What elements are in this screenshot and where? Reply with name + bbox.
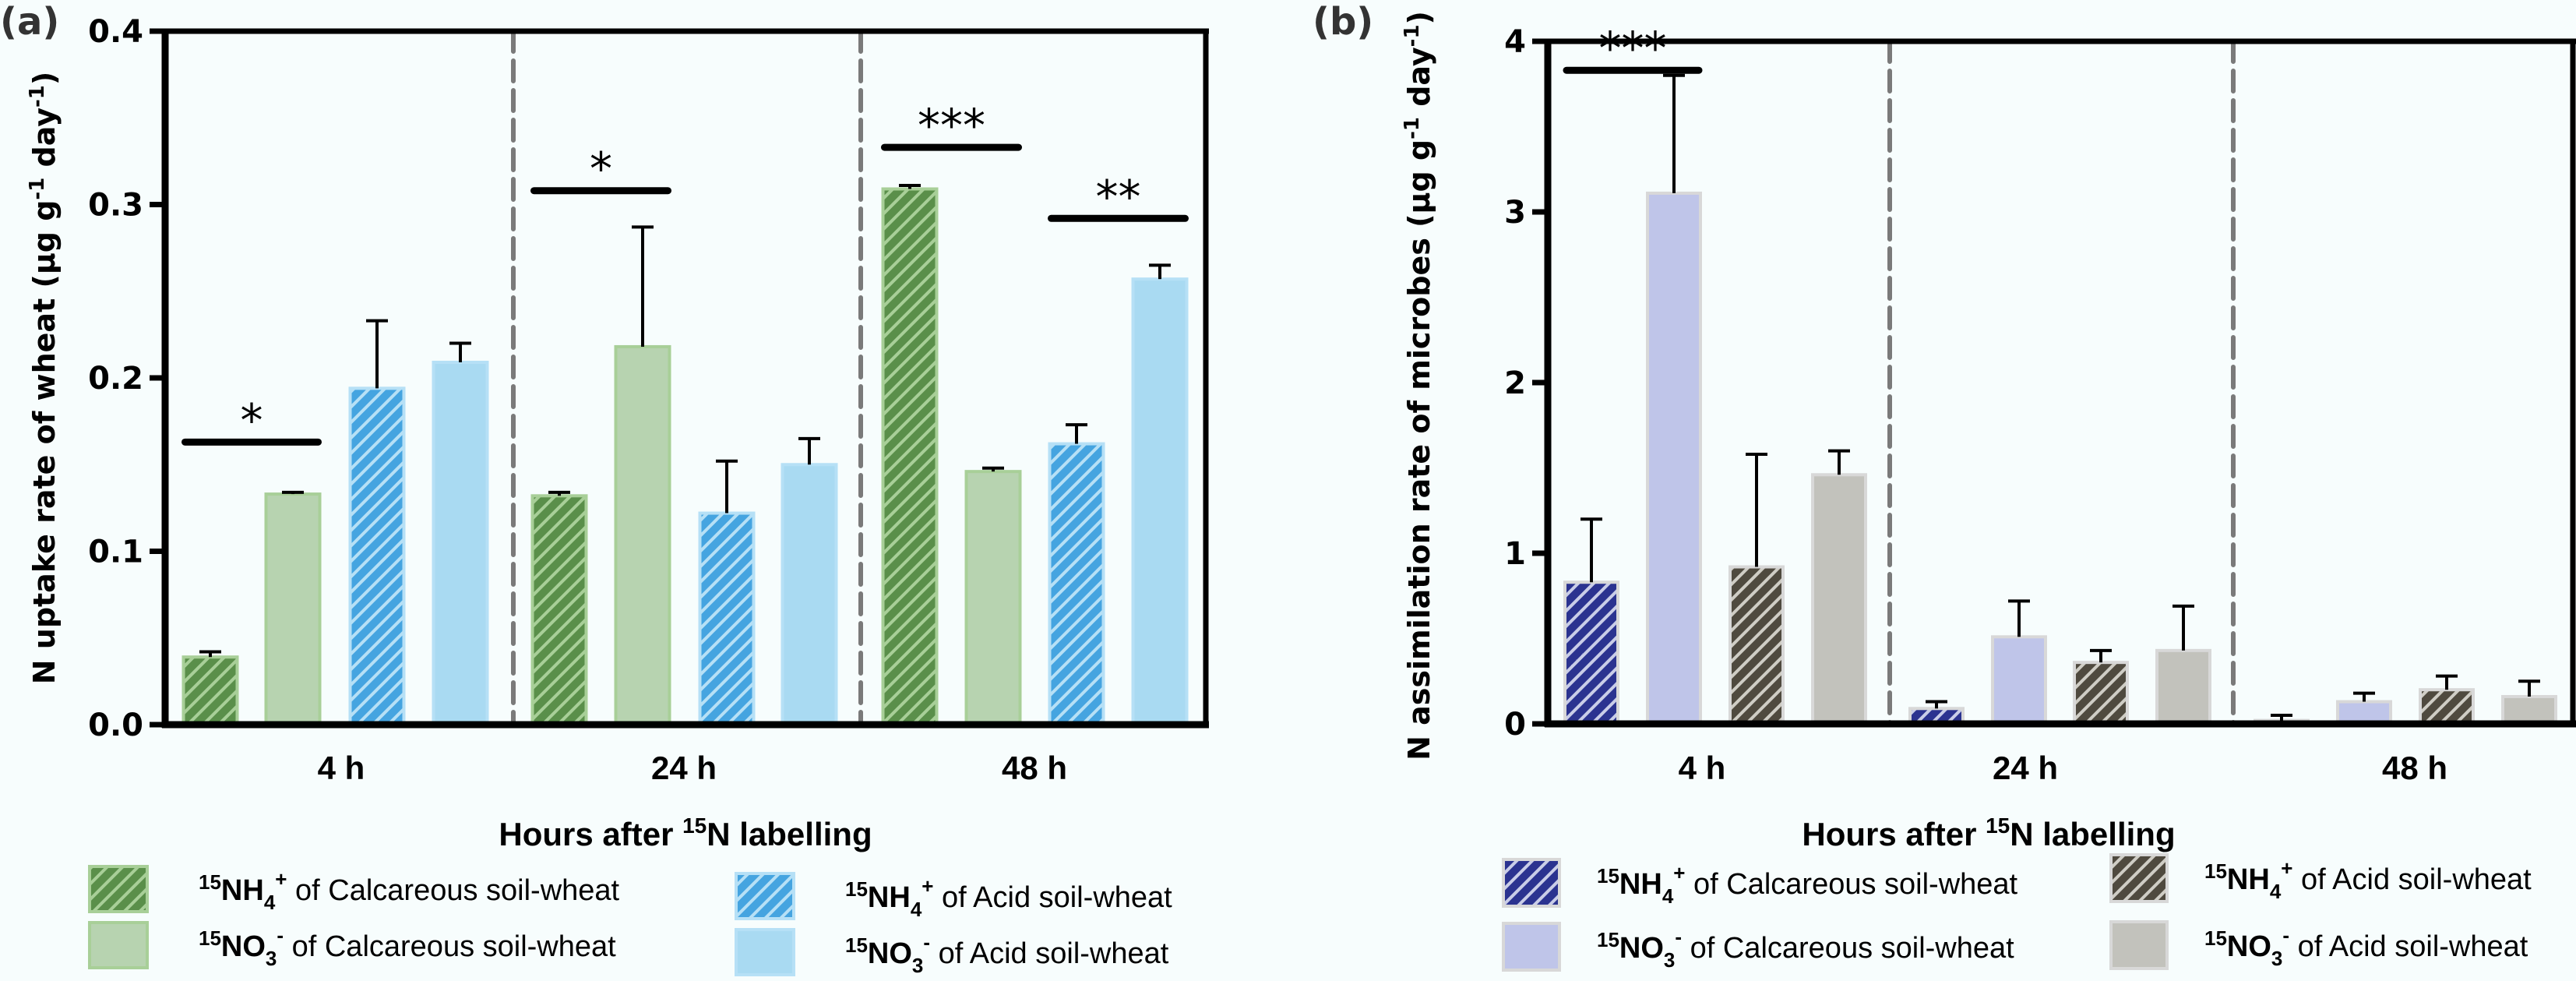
bar-3-24h bbox=[698, 511, 756, 726]
y-tick-label: 0 bbox=[1504, 707, 1526, 743]
bar-3-4h bbox=[1728, 565, 1785, 726]
y-tick-label: 0.3 bbox=[88, 188, 143, 224]
legend-label: 15NO3- of Acid soil-wheat bbox=[2204, 923, 2528, 970]
bar-3-48h bbox=[1048, 442, 1105, 726]
y-tick-label: 0.1 bbox=[88, 535, 143, 570]
x-tick-label: 4 h bbox=[1679, 750, 1726, 786]
x-tick-label: 24 h bbox=[1993, 750, 2058, 786]
significance-label: * bbox=[241, 393, 263, 446]
legend-label: 15NH4+ of Calcareous soil-wheat bbox=[1597, 861, 2018, 908]
bar-3-48h bbox=[2419, 688, 2475, 726]
x-tick-label: 48 h bbox=[1002, 750, 1067, 786]
y-tick-label: 3 bbox=[1504, 195, 1526, 231]
bar-1-24h bbox=[530, 494, 588, 726]
bar-2-4h bbox=[1646, 191, 1702, 726]
bar-2-4h bbox=[264, 492, 322, 726]
significance-label: *** bbox=[1599, 22, 1667, 75]
legend-label: 15NO3- of Calcareous soil-wheat bbox=[1597, 925, 2014, 972]
legend-label: 15NO3- of Acid soil-wheat bbox=[845, 930, 1169, 977]
legend-swatch bbox=[88, 865, 149, 913]
panel-b: (b) 0 1 2 3 4 4 h 24 h 48 h Hours after 15N label… bbox=[1313, 0, 2576, 972]
legend-swatch bbox=[2109, 920, 2169, 970]
panel-letter: (b) bbox=[1313, 0, 1373, 44]
x-tick-label: 24 h bbox=[651, 750, 717, 786]
y-tick-label: 1 bbox=[1504, 536, 1526, 572]
y-axis-title: N uptake rate of wheat (μg g-1 day-1) bbox=[26, 72, 62, 685]
legend-label: 15NH4+ of Acid soil-wheat bbox=[2204, 856, 2532, 903]
bar-4-4h bbox=[1811, 473, 1867, 725]
panel-a: (a) 0.0 0.1 0.2 0.3 0.4 4 h 24 h 48 h Hours after… bbox=[0, 0, 1209, 977]
x-axis-title: Hours after 15N labelling bbox=[499, 813, 872, 852]
y-axis-title: N assimilation rate of microbes (μg g-1 … bbox=[1401, 11, 1436, 760]
y-tick-label: 0.4 bbox=[88, 14, 143, 50]
bar-1-4h bbox=[181, 655, 239, 726]
bar-3-4h bbox=[348, 386, 406, 726]
x-tick-label: 4 h bbox=[318, 750, 365, 786]
bar-3-24h bbox=[2073, 661, 2129, 725]
bar-1-4h bbox=[1563, 580, 1619, 725]
bar-2-24h bbox=[614, 344, 671, 726]
bar-2-24h bbox=[1991, 635, 2047, 725]
y-tick-label: 2 bbox=[1504, 365, 1526, 401]
x-axis-title: Hours after 15N labelling bbox=[1802, 813, 2175, 852]
legend-label: 15NH4+ of Acid soil-wheat bbox=[845, 874, 1172, 921]
bar-4-4h bbox=[432, 360, 489, 726]
bar-1-48h bbox=[881, 187, 939, 727]
legend-swatch bbox=[735, 928, 795, 976]
x-tick-label: 48 h bbox=[2382, 750, 2447, 786]
bar-4-48h bbox=[2501, 694, 2557, 726]
legend-swatch bbox=[735, 872, 795, 920]
bar-4-24h bbox=[2155, 648, 2211, 726]
significance-label: * bbox=[590, 143, 612, 196]
legend-swatch bbox=[1502, 922, 1561, 972]
bar-2-48h bbox=[964, 470, 1022, 727]
legend-swatch bbox=[88, 921, 149, 969]
y-tick-label: 4 bbox=[1504, 24, 1526, 60]
legend-label: 15NO3- of Calcareous soil-wheat bbox=[199, 923, 616, 970]
legend-label: 15NH4+ of Calcareous soil-wheat bbox=[199, 867, 620, 914]
bar-4-24h bbox=[781, 463, 838, 726]
legend-swatch bbox=[2109, 853, 2169, 903]
y-tick-label: 0.0 bbox=[88, 708, 143, 743]
panel-letter: (a) bbox=[0, 0, 59, 44]
significance-label: *** bbox=[918, 99, 985, 152]
significance-label: ** bbox=[1096, 170, 1141, 223]
legend-swatch bbox=[1502, 858, 1561, 908]
y-tick-label: 0.2 bbox=[88, 361, 143, 397]
bar-4-48h bbox=[1131, 277, 1189, 726]
